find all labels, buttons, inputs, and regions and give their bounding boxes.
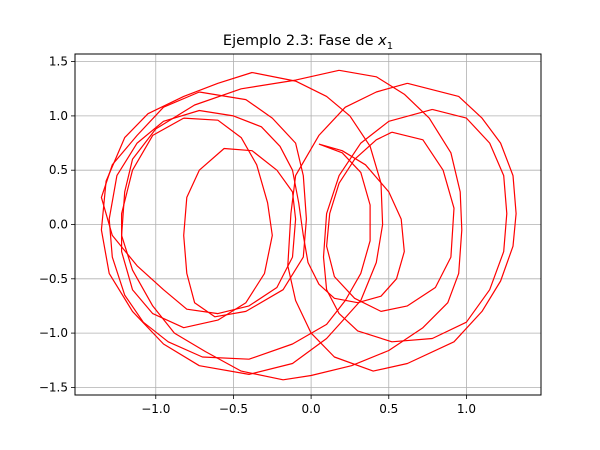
series-layer xyxy=(100,69,517,381)
y-tick-label: 1.5 xyxy=(49,55,68,69)
x-tick-label: −1.0 xyxy=(141,402,170,416)
y-tick-label: 0.5 xyxy=(49,163,68,177)
x-tick-label: 0.5 xyxy=(379,402,398,416)
x-tick-label: 1.0 xyxy=(457,402,476,416)
trajectory-series-2 xyxy=(100,91,307,318)
chart-title: Ejemplo 2.3: Fase de x1 xyxy=(223,33,393,52)
trajectory-series-3 xyxy=(287,82,517,372)
y-tick-label: 1.0 xyxy=(49,109,68,123)
y-tick-label: −0.5 xyxy=(39,272,68,286)
chart-title-sub: 1 xyxy=(387,41,393,52)
trajectory-series-5 xyxy=(322,108,508,343)
x-tick-label: 0.0 xyxy=(302,402,321,416)
trajectory-series-8 xyxy=(108,109,405,360)
chart-title-var: x xyxy=(377,33,387,49)
trajectory-series-1 xyxy=(120,69,463,381)
x-tick-label: −0.5 xyxy=(219,402,248,416)
trajectory-series-6 xyxy=(100,71,384,375)
y-tick-label: 0.0 xyxy=(49,218,68,232)
trajectory-series-7 xyxy=(120,117,273,329)
y-tick-label: −1.0 xyxy=(39,326,68,340)
chart-title-prefix: Ejemplo 2.3: Fase de xyxy=(223,33,378,49)
y-tick-label: −1.5 xyxy=(39,380,68,394)
ticks-layer: −1.0 −0.5 0.0 0.5 1.0 −1.5 −1.0 −0.5 0.0 0.5 1.0 1.… xyxy=(39,55,476,416)
trajectory-series-4 xyxy=(326,131,455,312)
